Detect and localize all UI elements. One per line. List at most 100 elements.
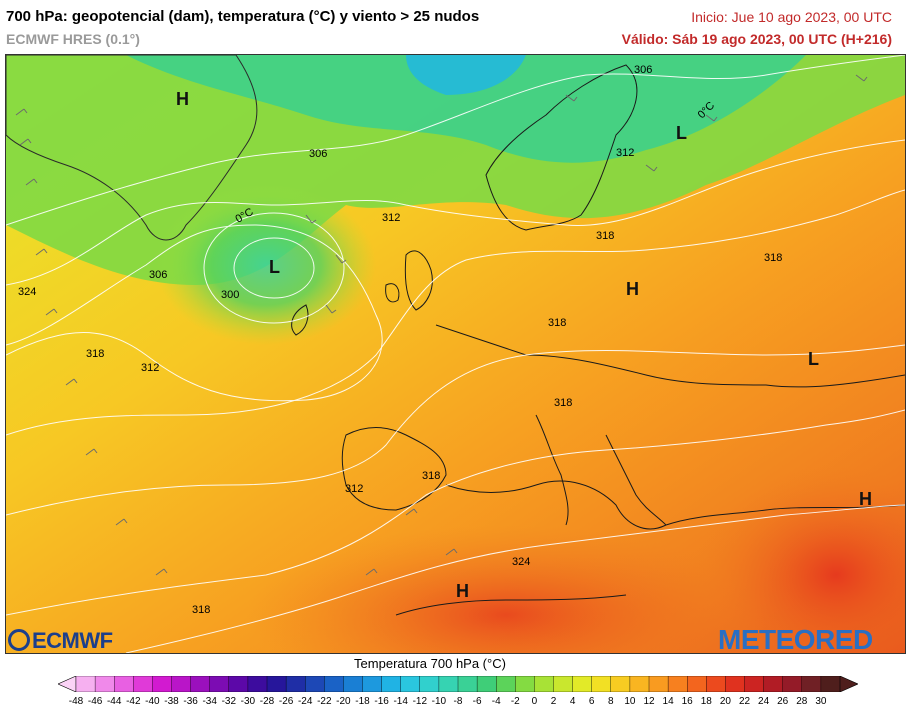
colorbar-segment [247,676,268,692]
colorbar-tick-label: -24 [297,696,313,707]
colorbar-tick-label: -32 [221,696,237,707]
colorbar-tick-label: -22 [317,696,332,707]
colorbar-tick-label: 16 [681,696,693,707]
pressure-centers: H L L H L H H [176,89,872,601]
colorbar-tick-label: 0 [531,696,538,707]
contour-label: 312 [345,483,363,495]
colorbar-segment [362,676,383,692]
greenland-coast [6,55,258,241]
contour-label: 312 [616,147,634,159]
contour-label: 318 [422,470,440,482]
wind-barbs [15,74,868,576]
colorbar-segment [515,676,535,692]
colorbar [58,676,858,692]
colorbar-segment [496,676,516,692]
colorbar-tick-label: -26 [278,696,294,707]
high-pressure-marker: H [176,89,189,109]
low-pressure-marker: L [676,123,687,143]
valid-time: Válido: Sáb 19 ago 2023, 00 UTC (H+216) [621,31,892,47]
colorbar-segment [591,676,612,692]
colorbar-min-arrow [58,676,77,692]
colorbar-segment [648,676,669,692]
colorbar-tick-label: 10 [624,696,636,707]
meteored-logo: METEORED [718,624,873,655]
high-pressure-marker: H [859,489,872,509]
colorbar-segment [763,676,784,692]
colorbar-max-arrow [839,676,858,692]
colorbar-tick-label: 4 [569,696,576,707]
colorbar-segment [438,676,459,692]
colorbar-segment [400,676,421,692]
colorbar-segment [820,676,841,692]
colorbar-tick-label: -2 [510,696,520,707]
colorbar-segment [457,676,478,692]
colorbar-segment [572,676,593,692]
colorbar-segment [553,676,574,692]
low-pressure-marker: L [269,257,280,277]
colorbar-segment [75,676,96,692]
colorbar-segment [667,676,688,692]
colorbar-segment [419,676,440,692]
colorbar-segment [133,676,153,692]
colorbar-tick-label: 18 [700,696,712,707]
hot-air-south [246,525,766,653]
low-pressure-marker: L [808,349,819,369]
ecmwf-logo: ECMWF [8,628,113,654]
weather-map: 306 312 306 312 318 318 306 324 300 318 … [5,54,906,654]
colorbar-tick-label: 28 [796,696,808,707]
colorbar-segment [209,676,230,692]
contour-label: 312 [382,212,400,224]
colorbar-tick-label: -48 [68,696,84,707]
colorbar-tick-label: -34 [202,696,217,707]
colorbar-segment [171,676,192,692]
colorbar-tick-label: -20 [336,696,351,707]
contour-label: 306 [634,64,652,76]
colorbar-tick-label: -8 [453,696,463,707]
map-title: 700 hPa: geopotencial (dam), temperatura… [6,8,480,25]
colorbar-tick-label: -18 [355,696,370,707]
contour-label: 312 [141,362,159,374]
colorbar-tick-label: -44 [106,696,122,707]
colorbar-segment [381,676,402,692]
colorbar-tick-label: 6 [588,696,595,707]
colorbar-tick-label: -28 [259,696,275,707]
colorbar-segment [744,676,765,692]
colorbar-tick-label: 30 [815,696,827,707]
contour-label: 300 [221,289,239,301]
colorbar-tick-label: -42 [126,696,141,707]
colorbar-segment [190,676,211,692]
colorbar-segment [629,676,650,692]
contour-label: 324 [18,286,36,298]
colorbar-segment [324,676,344,692]
colorbar-tick-label: -6 [472,696,482,707]
contour-label: 306 [309,148,327,160]
colorbar-tick-label: -16 [374,696,389,707]
colorbar-segment [343,676,363,692]
colorbar-tick-label: 22 [738,696,751,707]
init-time: Inicio: Jue 10 ago 2023, 00 UTC [691,9,892,25]
colorbar-title: Temperatura 700 hPa (°C) [354,656,506,671]
contour-label: 318 [596,230,614,242]
ecmwf-emblem-icon [8,629,30,651]
geopotential-contours [6,55,905,653]
colorbar-tick-label: -10 [431,696,447,707]
colorbar-segment [782,676,803,692]
colorbar-tick-label: -30 [240,696,256,707]
colorbar-segment [285,676,306,692]
colorbar-segment [610,676,631,692]
colorbar-tick-label: -38 [164,696,179,707]
colorbar-ticks: -48 -46 -44 -42 -40 -38 -36 -34 -32 -30 -28 -26 -24-… [0,696,910,710]
contour-labels: 306 312 306 312 318 318 306 324 300 318 … [18,64,782,616]
colorbar-tick-label: 26 [777,696,789,707]
colorbar-segment [228,676,249,692]
colorbar-segment [94,676,115,692]
colorbar-tick-label: 14 [662,696,674,707]
colorbar-tick-label: 8 [608,696,614,707]
colorbar-tick-label: -40 [145,696,160,707]
colorbar-tick-label: 24 [758,696,770,707]
map-canvas: 306 312 306 312 318 318 306 324 300 318 … [6,55,905,653]
colorbar-tick-label: -4 [491,696,501,707]
contour-label: 318 [86,348,104,360]
colorbar-tick-label: -14 [393,696,408,707]
colorbar-segment [266,676,287,692]
